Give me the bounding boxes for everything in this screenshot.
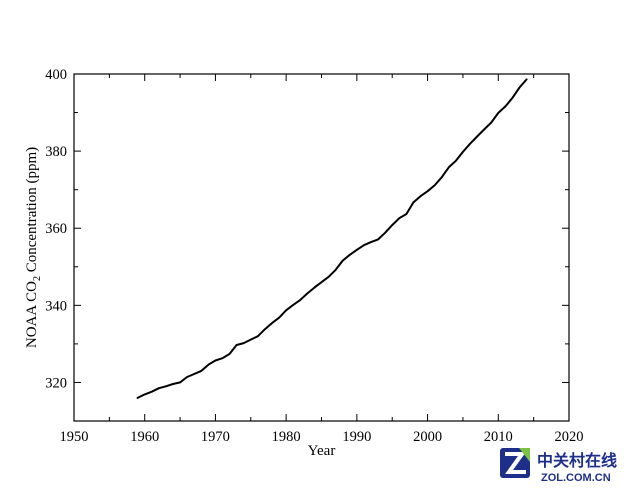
- x-tick-label: 1960: [130, 429, 159, 445]
- zol-logo-icon: [500, 448, 530, 478]
- y-tick-label: 360: [45, 221, 67, 237]
- y-axis-ticks: 320 340 360 380 400: [45, 67, 569, 422]
- y-tick-label: 380: [45, 144, 67, 160]
- x-axis-title: Year: [308, 443, 336, 459]
- y-tick-label: 400: [45, 67, 67, 83]
- watermark-en-text: ZOL.COM.CN: [541, 472, 611, 484]
- y-axis-title-prefix: NOAA CO: [24, 281, 40, 348]
- x-tick-label: 1950: [60, 429, 89, 445]
- y-axis-title-suffix: Concentration (ppm): [24, 147, 40, 276]
- x-axis-ticks: 1950 1960 1970 1980 1990 2000 2010 2020: [60, 74, 584, 445]
- y-tick-label: 320: [45, 375, 67, 391]
- y-tick-label: 340: [45, 298, 67, 314]
- x-tick-label: 2020: [555, 429, 584, 445]
- y-axis-title: NOAA CO2 Concentration (ppm): [24, 147, 43, 348]
- co2-series-line: [136, 78, 528, 399]
- x-tick-label: 1990: [342, 429, 371, 445]
- plot-frame: [73, 73, 570, 422]
- y-axis-title-subscript: 2: [32, 276, 43, 281]
- zol-watermark: 中关村在线 ZOL.COM.CN: [500, 448, 617, 484]
- x-tick-label: 1980: [272, 429, 301, 445]
- x-tick-label: 2010: [484, 429, 513, 445]
- watermark-cn-text: 中关村在线: [537, 451, 617, 470]
- x-tick-label: 2000: [413, 429, 442, 445]
- x-tick-label: 1970: [201, 429, 230, 445]
